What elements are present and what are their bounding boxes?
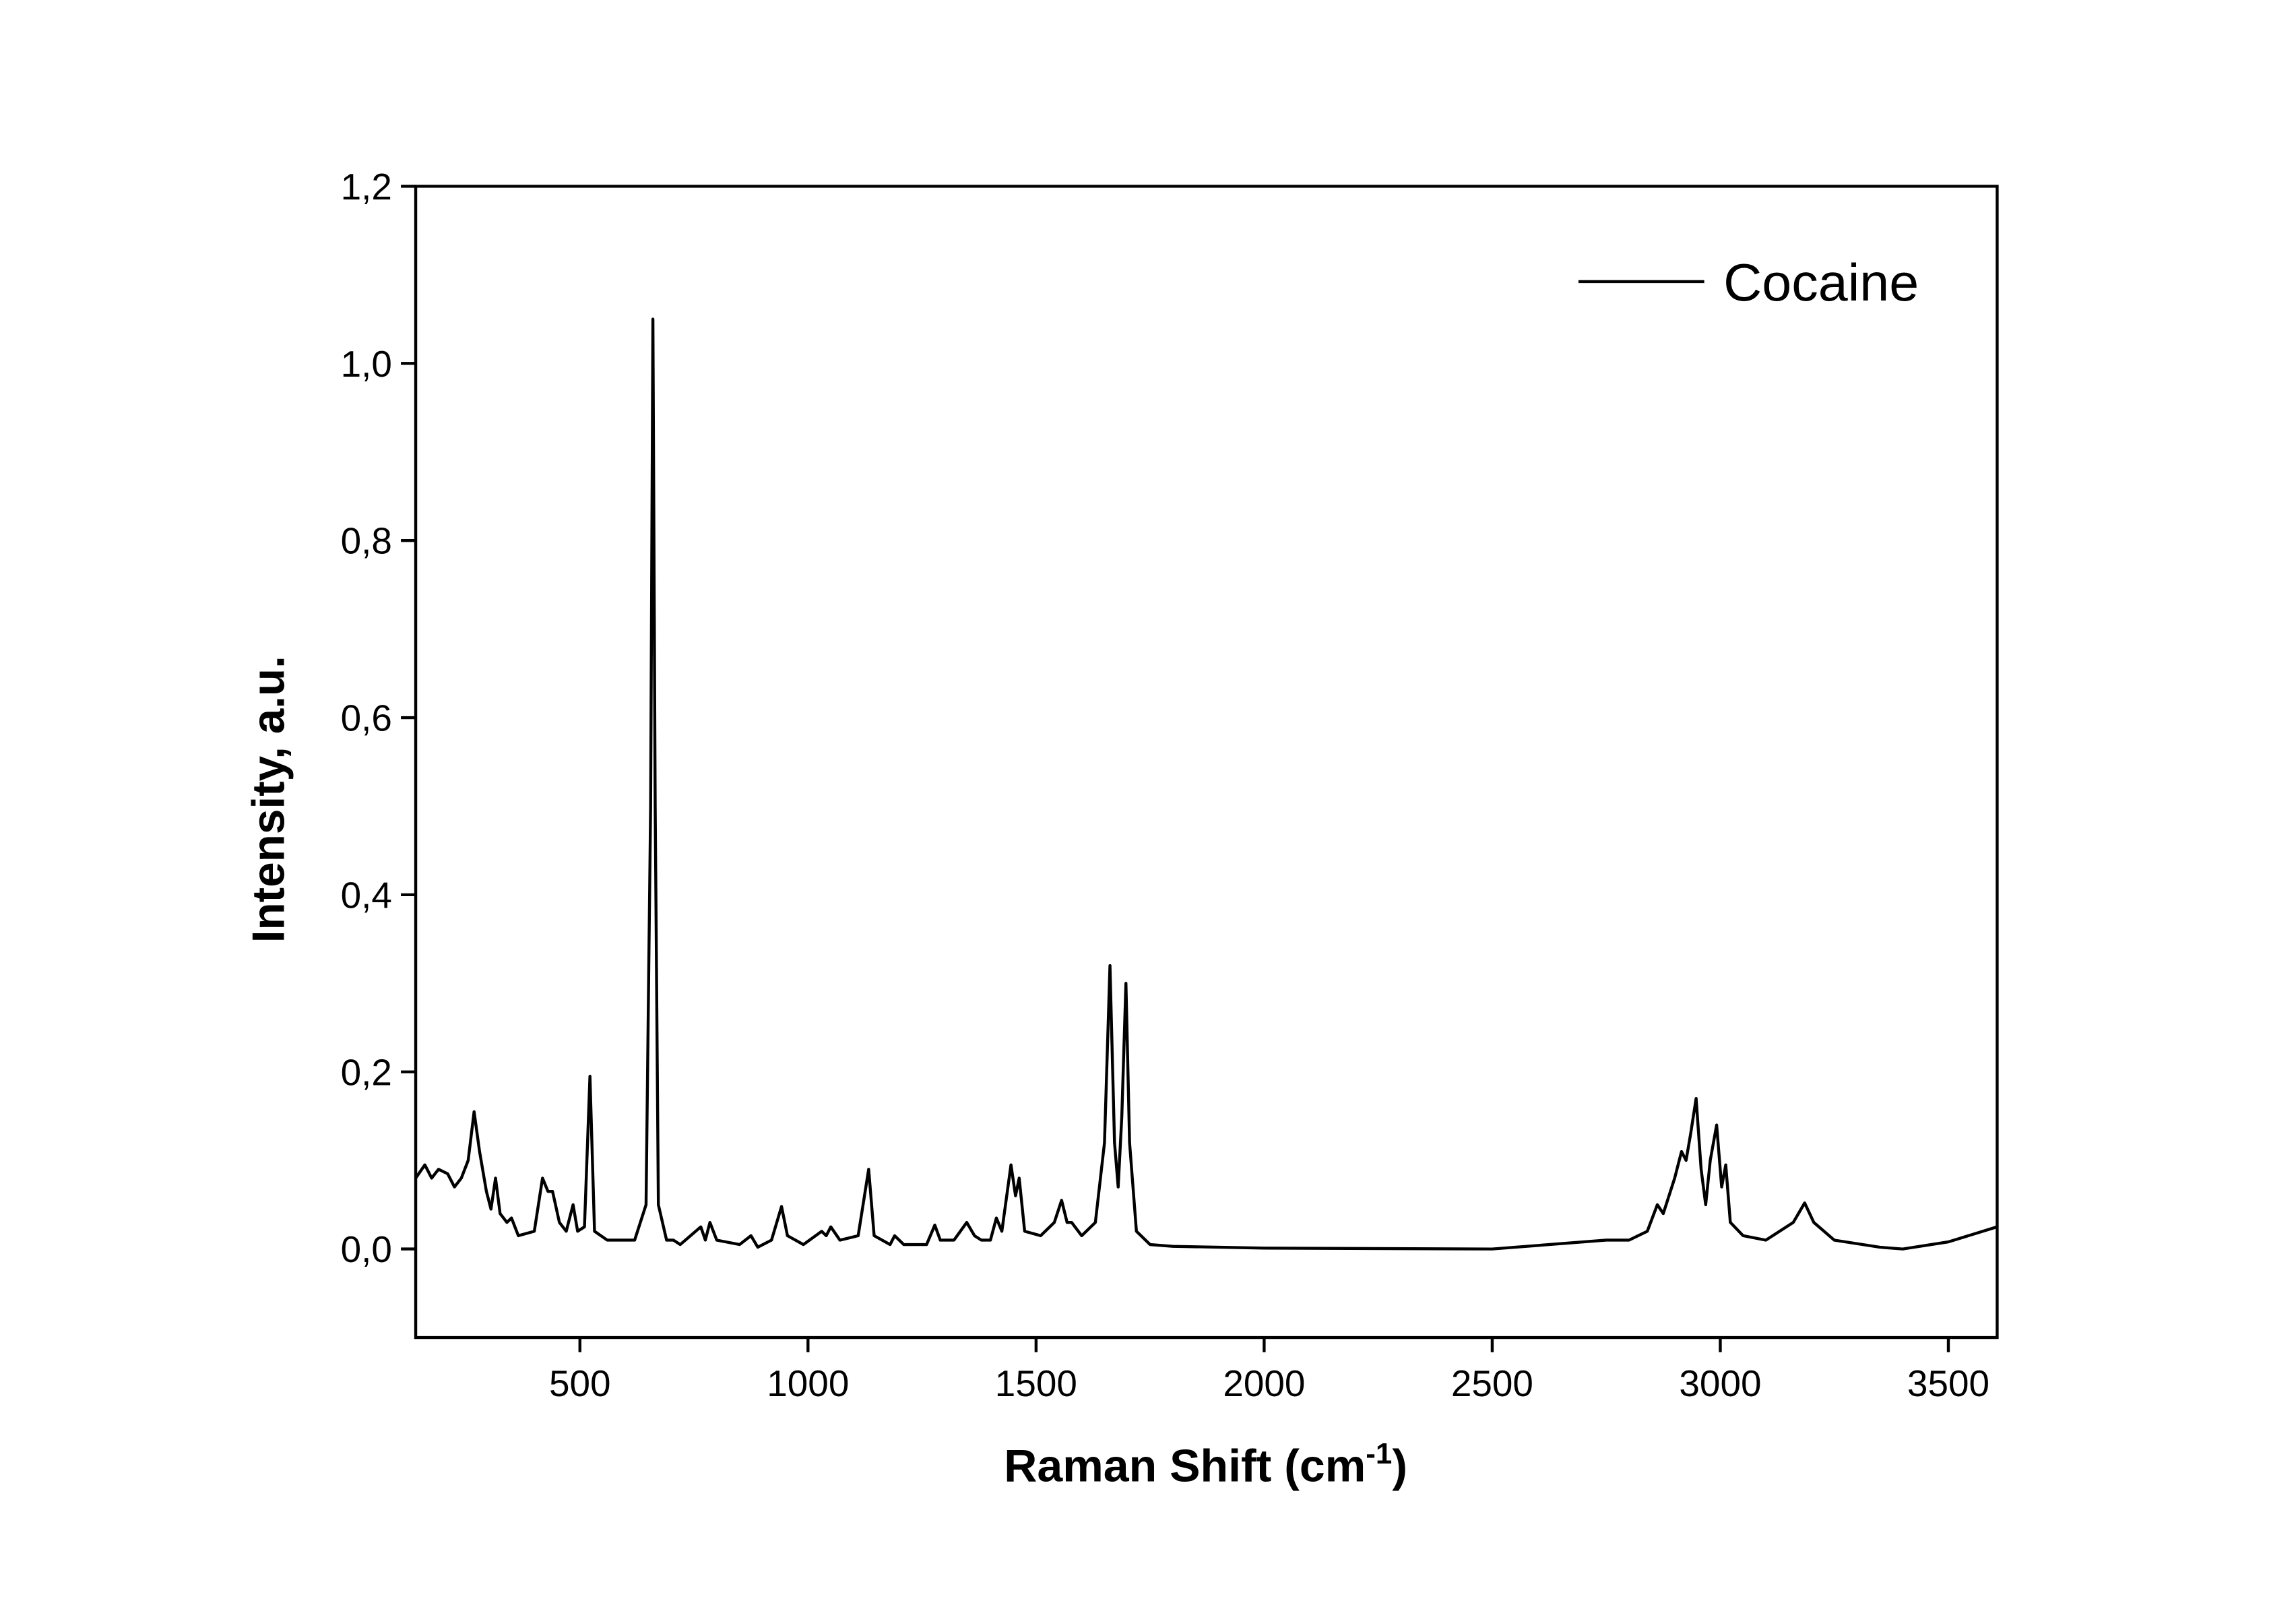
y-tick-label: 0,2 [341,1052,392,1094]
legend-label: Cocaine [1723,253,1919,313]
x-tick-label: 3000 [1679,1363,1761,1404]
x-tick-label: 500 [549,1363,611,1404]
y-tick-label: 1,0 [341,344,392,385]
plot-frame [414,185,1999,1340]
x-tick-label: 2000 [1223,1363,1305,1404]
x-label-sup: -1 [1366,1437,1392,1470]
x-tick-label: 2500 [1451,1363,1533,1404]
y-tick-label: 0,8 [341,521,392,562]
x-label-main: Raman Shift (cm [1004,1441,1366,1492]
y-axis-label: Intensity, a.u. [243,656,294,943]
y-tick-label: 0,4 [341,875,392,916]
spectrum-line [414,317,1998,1251]
x-tick-label: 1000 [767,1363,849,1404]
x-label-end: ) [1392,1441,1407,1492]
y-tick-label: 0,6 [341,698,392,739]
x-tick-label: 3500 [1907,1363,1989,1404]
y-tick-label: 0,0 [341,1229,392,1270]
x-axis-label: Raman Shift (cm-1) [1004,1437,1407,1491]
x-tick-label: 1500 [995,1363,1077,1404]
y-tick-label: 1,2 [341,166,392,208]
